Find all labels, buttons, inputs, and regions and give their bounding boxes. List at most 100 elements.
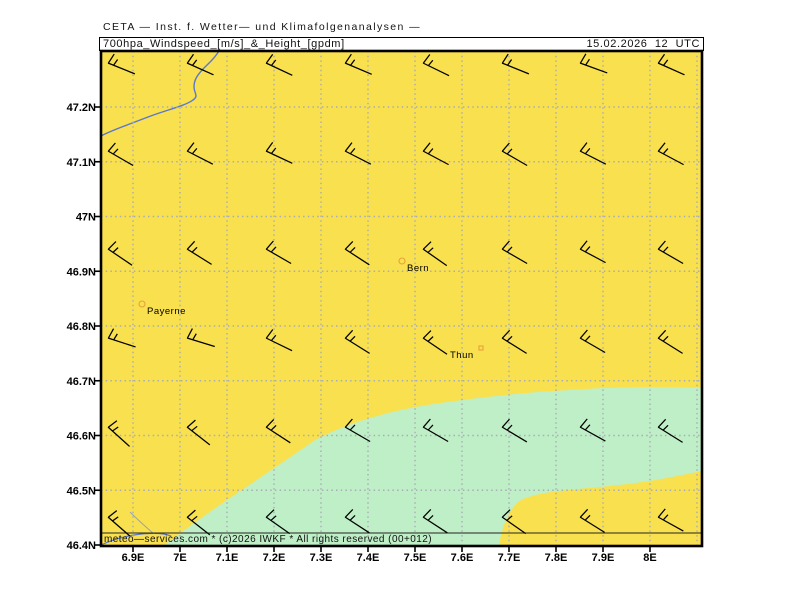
wind-barb-glyph [107,420,130,447]
wind-barb-glyph [501,240,528,265]
wind-barb [422,330,448,355]
wind-barb-glyph [265,142,293,164]
wind-barb-glyph [422,142,449,166]
x-axis-label: 7.7E [498,552,521,564]
wind-barb-glyph [344,142,372,165]
wind-barb-glyph [186,328,215,348]
wind-barb-glyph [501,329,527,354]
wind-barb-glyph [344,240,370,266]
wind-barb [501,418,528,443]
wind-barb-glyph [579,142,607,165]
graticule [101,51,702,546]
wind-barb [265,418,291,444]
lower-height-region [162,386,702,547]
wind-barb-glyph [344,53,372,75]
copyright-text: meteo—services.com * (c)2026 IWKF * All … [104,534,433,545]
wind-barb-glyph [579,53,608,74]
wind-barb [344,240,370,266]
city-label: Payerne [147,306,186,317]
wind-barb [501,53,530,75]
wind-barb [579,329,606,354]
stream-line [129,511,155,535]
wind-barb [265,509,291,535]
wind-barb-glyph [422,241,448,267]
wind-barb [501,240,528,265]
wind-barb [422,508,448,534]
wind-barb [501,329,527,354]
product-title-bar: 700hpa_Windspeed_[m/s]_&_Height_[gpdm] 1… [99,37,704,51]
wind-barb [422,418,449,443]
city-label: Bern [407,263,429,274]
wind-barb [657,418,683,443]
wind-barb [265,54,293,76]
wind-barb [344,142,372,165]
wind-barb [422,54,450,77]
x-axis-label: 8E [643,552,656,564]
wind-barb [501,142,528,167]
city-marker-square [478,345,484,351]
y-axis-label: 47.2N [67,102,96,114]
wind-barb-glyph [186,509,211,536]
x-axis-label: 7.2E [263,552,286,564]
wind-barb [579,240,606,264]
wind-barb [265,142,293,164]
wind-barb [107,53,136,75]
wind-barb-glyph [422,508,448,534]
city-layer: Bern Payerne Thun [138,257,484,361]
x-axis-label: 7.8E [545,552,568,564]
wind-barb-glyph [265,240,292,265]
city-marker-circle [138,300,146,308]
agency-title: CETA — Inst. f. Wetter— und Klimafolgena… [103,21,421,33]
x-axis-label: 7.1E [216,552,239,564]
city-label: Thun [450,350,474,361]
wind-barb-glyph [422,418,449,443]
x-axis-label: 7E [173,552,186,564]
x-axis-label: 7.5E [404,552,427,564]
wind-barb-glyph [579,329,606,354]
wind-barb-glyph [186,240,212,265]
city-marker-circle [398,257,406,265]
wind-barb-layer [107,53,685,537]
wind-barb [186,419,211,446]
x-axis-label: 7.9E [592,552,615,564]
wind-barb [344,53,372,75]
wind-barb [422,241,448,267]
wind-barb [501,509,527,535]
wind-barb [657,142,684,166]
wind-barb-glyph [265,329,293,352]
y-axis-label: 46.9N [67,266,96,278]
wind-barb [186,509,211,536]
wind-barb [186,142,214,165]
wind-barb [186,53,214,76]
wind-barb-glyph [107,53,136,75]
wind-barb [657,240,684,265]
wind-barb-glyph [501,142,528,167]
wind-barb-glyph [186,142,214,165]
wind-barb-glyph [107,328,136,348]
y-axis-label: 46.8N [67,321,96,333]
wind-barb-glyph [422,54,450,77]
wind-barb-glyph [265,54,293,76]
wind-barb [579,53,608,74]
wind-barb-glyph [501,509,527,535]
wind-barb [107,328,136,348]
wind-barb [265,329,293,352]
wind-barb [344,508,370,534]
y-axis-label: 46.4N [67,540,96,552]
wind-barb [107,420,130,447]
wind-barb-glyph [657,240,684,265]
x-axis-label: 6.9E [122,552,145,564]
wind-barb [107,142,134,167]
wind-barb-glyph [422,330,448,355]
product-title: 700hpa_Windspeed_[m/s]_&_Height_[gpdm] [103,38,345,50]
wind-barb-glyph [265,418,291,444]
wind-barb-glyph [107,510,131,537]
wind-barb [344,329,370,354]
wind-barb-glyph [265,509,291,535]
wind-barb-glyph [501,53,530,75]
wind-barb-glyph [657,418,683,443]
wind-barb-glyph [344,508,370,534]
y-axis-label: 46.7N [67,376,96,388]
